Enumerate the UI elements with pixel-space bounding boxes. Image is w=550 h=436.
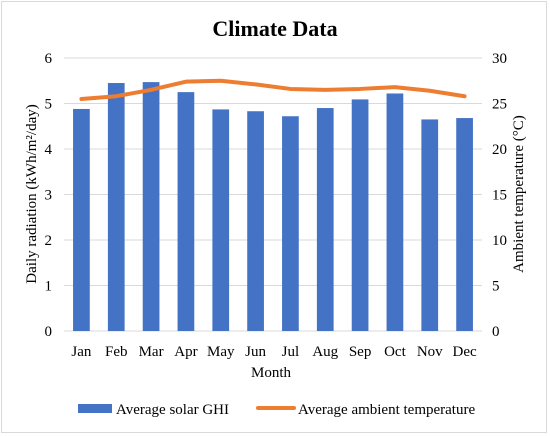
x-tick-label: Feb	[105, 344, 128, 360]
x-tick-label: Jun	[245, 344, 266, 360]
x-tick-label: Nov	[417, 344, 443, 360]
y2-axis-title: Ambient temperature (°C)	[511, 115, 527, 273]
y2-tick-label: 0	[492, 324, 500, 340]
line-series	[79, 78, 467, 101]
x-tick-label: Jul	[282, 344, 300, 360]
y-tick-label: 4	[45, 142, 53, 158]
y-axis-title: Daily radiation (kWh/m²/day)	[24, 104, 40, 283]
x-axis-ticks: Jan Feb Mar Apr May Jun Jul Aug Sep Oct Nov Dec	[71, 344, 477, 360]
bar	[282, 116, 299, 332]
bar	[142, 82, 160, 332]
temperature-line	[79, 78, 467, 101]
legend: Average solar GHI Average ambient temper…	[78, 402, 475, 418]
bar-series	[73, 82, 473, 332]
x-tick-label: Oct	[384, 344, 406, 360]
bar	[456, 118, 473, 331]
x-tick-label: May	[207, 344, 235, 360]
x-tick-label: Dec	[453, 344, 477, 360]
legend-label-line: Average ambient temperature	[298, 402, 475, 418]
y2-tick-label: 5	[492, 279, 500, 295]
legend-label-bar: Average solar GHI	[116, 402, 229, 418]
bar	[107, 83, 125, 332]
x-tick-label: Mar	[139, 344, 164, 360]
bar	[177, 92, 195, 331]
y-tick-label: 0	[45, 324, 53, 340]
x-tick-label: Aug	[312, 344, 338, 360]
bar	[316, 108, 334, 331]
bar	[351, 99, 369, 331]
x-axis-title: Month	[251, 365, 292, 381]
y2-tick-label: 30	[492, 51, 507, 67]
chart-title: Climate Data	[212, 16, 337, 41]
y-tick-label: 2	[45, 233, 53, 249]
left-axis-ticks: 0 1 2 3 4 5 6	[45, 51, 53, 340]
y-tick-label: 3	[45, 188, 53, 204]
y-tick-label: 5	[45, 97, 53, 113]
bar	[73, 108, 90, 332]
y2-tick-label: 20	[492, 142, 507, 158]
y2-tick-label: 25	[492, 97, 507, 113]
y-tick-label: 6	[45, 51, 53, 67]
y2-tick-label: 15	[492, 188, 507, 204]
bar	[247, 111, 264, 331]
x-tick-label: Sep	[349, 344, 372, 360]
bar	[421, 119, 439, 331]
gridlines	[64, 57, 482, 332]
bar	[212, 109, 230, 331]
x-tick-label: Jan	[71, 344, 91, 360]
legend-swatch-bar	[78, 404, 112, 413]
y-tick-label: 1	[45, 279, 53, 295]
right-axis-ticks: 0 5 10 15 20 25 30	[492, 51, 507, 340]
y2-tick-label: 10	[492, 233, 507, 249]
x-tick-label: Apr	[174, 344, 197, 360]
bar	[386, 93, 404, 332]
